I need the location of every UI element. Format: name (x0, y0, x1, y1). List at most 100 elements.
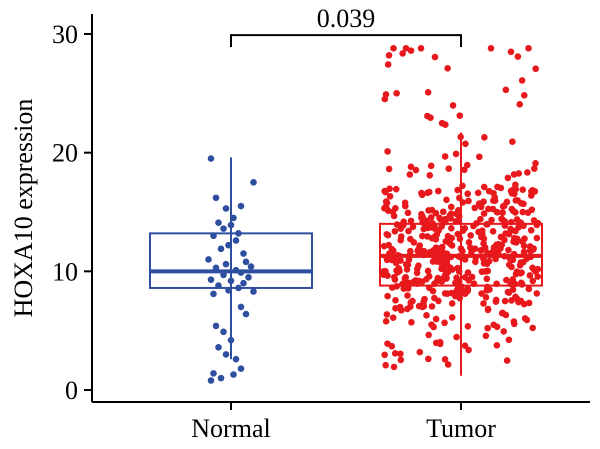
data-point (499, 209, 506, 216)
data-point (499, 309, 506, 317)
data-point (524, 169, 531, 176)
data-points (205, 44, 542, 384)
data-point (447, 203, 455, 211)
data-point (519, 258, 527, 266)
data-point (405, 227, 412, 235)
data-point (464, 286, 471, 293)
data-point (449, 102, 457, 109)
data-point (424, 88, 432, 96)
data-point (404, 284, 412, 292)
data-point (444, 65, 451, 72)
data-point (480, 255, 487, 262)
data-point (438, 223, 445, 230)
data-point (385, 165, 393, 173)
data-point (397, 356, 405, 364)
data-point (423, 312, 430, 319)
data-point (407, 47, 415, 54)
data-point (500, 202, 508, 210)
data-point (415, 302, 423, 310)
data-point (432, 315, 440, 323)
data-point (530, 165, 538, 172)
data-point (391, 227, 399, 235)
data-point (509, 286, 517, 293)
data-point (424, 189, 431, 197)
data-point (483, 275, 491, 283)
data-point (477, 215, 484, 223)
data-point (480, 198, 487, 205)
data-point (425, 284, 433, 292)
data-point (475, 228, 482, 236)
data-point (455, 207, 462, 214)
data-point (500, 328, 508, 335)
data-point (491, 197, 499, 204)
data-point (415, 244, 423, 252)
data-point (464, 323, 472, 330)
data-point (448, 266, 456, 273)
data-point (473, 219, 480, 227)
data-point (220, 225, 227, 232)
data-point (461, 342, 469, 349)
data-point (467, 244, 474, 251)
data-point (419, 232, 426, 240)
data-point (484, 220, 491, 228)
data-point (532, 160, 539, 167)
data-point (227, 221, 235, 229)
data-point (407, 299, 415, 306)
y-axis-title: HOXA10 expression (9, 99, 38, 318)
data-point (421, 295, 428, 303)
data-point (461, 256, 469, 263)
data-point (383, 311, 391, 318)
data-point (489, 227, 497, 235)
data-point (518, 269, 525, 277)
data-point (488, 249, 495, 257)
data-point (529, 277, 537, 285)
data-point (459, 247, 466, 255)
data-point (409, 223, 417, 231)
data-point (459, 182, 466, 190)
data-point (394, 266, 402, 274)
data-point (529, 324, 536, 332)
data-point (456, 112, 464, 119)
data-point (227, 336, 235, 344)
axes: 0 10 20 30 Normal Tumor (52, 14, 590, 443)
data-point (390, 212, 398, 220)
data-point (441, 319, 448, 327)
data-point (205, 256, 212, 263)
data-point (381, 351, 388, 359)
x-tick-label: Tumor (426, 414, 496, 443)
data-point (454, 186, 461, 194)
data-point (215, 282, 222, 289)
data-point (472, 258, 479, 266)
data-point (222, 260, 230, 268)
data-point (454, 282, 462, 290)
data-point (453, 274, 460, 282)
data-point (505, 246, 512, 254)
data-point (521, 315, 529, 322)
data-point (513, 295, 521, 302)
data-point (484, 267, 492, 275)
data-point (524, 209, 532, 216)
data-point (222, 205, 230, 212)
data-point (441, 290, 449, 297)
data-point (461, 273, 469, 281)
data-point (242, 310, 250, 318)
data-point (391, 350, 399, 357)
data-point (527, 226, 535, 234)
data-point (385, 51, 393, 59)
data-point (420, 251, 428, 259)
data-point (508, 263, 515, 271)
data-point (436, 214, 443, 222)
data-point (240, 279, 247, 287)
data-point (448, 225, 455, 232)
data-point (498, 241, 506, 249)
data-point (427, 162, 435, 170)
data-point (476, 153, 483, 161)
data-point (431, 280, 438, 288)
data-point (424, 267, 432, 275)
data-point (459, 199, 467, 206)
data-point (384, 148, 391, 155)
data-point (389, 314, 397, 321)
data-point (506, 255, 514, 262)
data-point (484, 324, 491, 332)
